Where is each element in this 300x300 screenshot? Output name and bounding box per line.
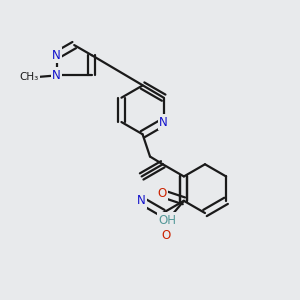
Text: N: N: [52, 69, 61, 82]
Text: CH₃: CH₃: [20, 72, 39, 82]
Text: O: O: [161, 229, 170, 242]
Text: O: O: [157, 187, 166, 200]
Text: N: N: [52, 49, 61, 62]
Text: OH: OH: [158, 214, 176, 226]
Text: N: N: [159, 116, 168, 129]
Text: N: N: [137, 194, 146, 207]
